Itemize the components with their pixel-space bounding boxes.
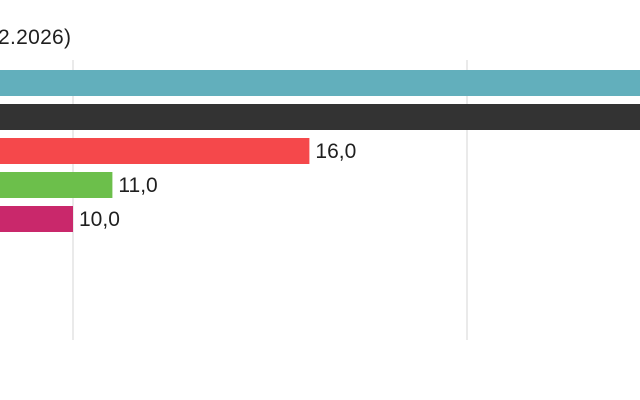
value-label-3: 16,0 — [315, 140, 356, 163]
bar-1 — [0, 70, 640, 96]
bar-5 — [0, 206, 73, 232]
chart-title: 2.2026) — [0, 26, 72, 49]
value-label-5: 10,0 — [79, 208, 120, 231]
value-label-4: 11,0 — [118, 174, 157, 197]
bar-4 — [0, 172, 113, 198]
bar-3 — [0, 138, 310, 164]
bar-2 — [0, 104, 640, 130]
